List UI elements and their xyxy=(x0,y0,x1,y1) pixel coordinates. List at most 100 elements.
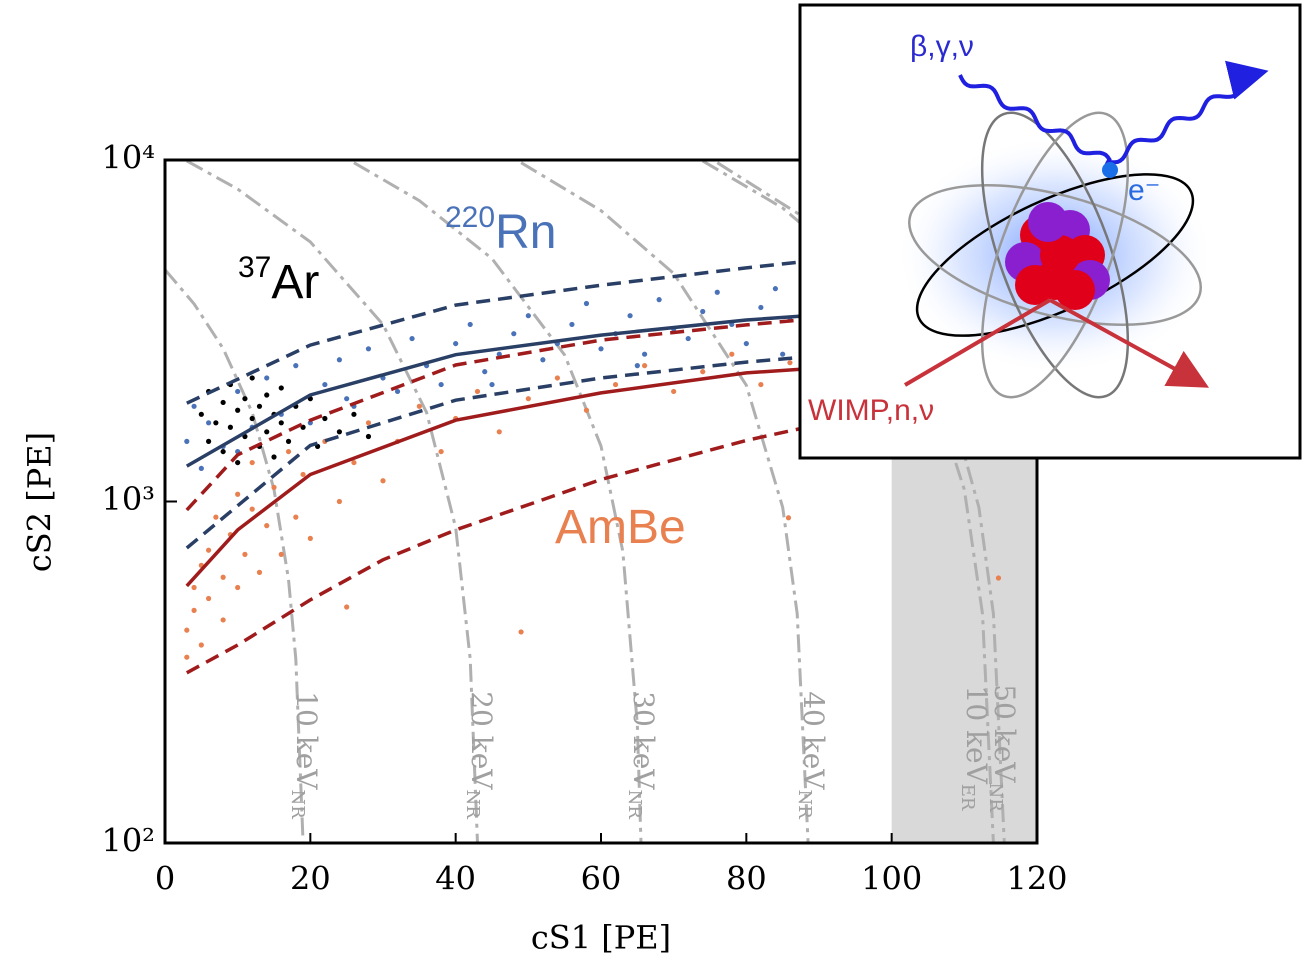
inset-label: β,γ,ν xyxy=(910,30,974,63)
data-point xyxy=(198,465,204,472)
data-point xyxy=(634,363,640,369)
data-point xyxy=(322,415,328,422)
x-tick-label: 60 xyxy=(581,860,622,898)
data-point xyxy=(518,629,524,635)
band-line xyxy=(186,258,820,405)
data-point xyxy=(235,388,241,395)
contour-label: 30 keVNR xyxy=(624,691,661,819)
data-point xyxy=(351,411,357,417)
contour-subscript: NR xyxy=(794,789,815,819)
data-point xyxy=(525,313,531,319)
data-point xyxy=(714,289,720,295)
x-tick-label: 20 xyxy=(290,860,331,898)
data-point xyxy=(656,297,662,303)
nucleon xyxy=(1055,270,1095,310)
axes: 0 20 40 60 80 100 120 10² 10³ 10⁴ xyxy=(101,139,1067,898)
data-point xyxy=(474,388,481,395)
contour-energy: 40 keV xyxy=(798,691,831,790)
data-point xyxy=(496,429,502,435)
data-point xyxy=(184,654,190,660)
y-axis-label: cS2 [PE] xyxy=(21,432,59,572)
data-point xyxy=(249,375,255,381)
data-point xyxy=(264,392,270,398)
data-point xyxy=(438,448,444,455)
data-point xyxy=(220,448,226,455)
data-point xyxy=(642,363,648,369)
data-point xyxy=(394,388,401,395)
data-point xyxy=(729,351,735,357)
data-point xyxy=(322,381,328,388)
contour-label: 50 keVNR xyxy=(985,684,1022,812)
x-tick-label: 100 xyxy=(861,860,922,898)
data-point xyxy=(264,429,270,435)
data-point xyxy=(554,375,561,381)
data-point xyxy=(365,420,372,426)
data-point xyxy=(184,627,190,633)
contour-label: 10 keVER xyxy=(957,686,994,811)
data-point xyxy=(249,506,255,512)
data-point xyxy=(256,569,263,575)
data-point xyxy=(278,551,284,557)
data-point xyxy=(642,351,648,357)
data-point xyxy=(365,433,372,440)
contour-subscript: NR xyxy=(287,789,308,819)
orbit xyxy=(908,183,1202,327)
data-point xyxy=(242,396,248,402)
x-tick-label: 0 xyxy=(155,860,175,898)
data-point xyxy=(785,515,792,521)
electron xyxy=(1102,162,1118,178)
data-point xyxy=(220,617,226,623)
data-point xyxy=(213,420,219,426)
data-point xyxy=(438,381,444,388)
data-point xyxy=(285,438,292,444)
series-label: 37Ar xyxy=(238,251,319,309)
nucleus xyxy=(1005,202,1110,310)
series-label-sup: 220 xyxy=(445,201,495,234)
data-point xyxy=(206,420,212,426)
data-point xyxy=(489,381,495,388)
data-point xyxy=(206,438,212,444)
data-point xyxy=(278,420,284,426)
data-point xyxy=(482,369,488,375)
band-line xyxy=(185,366,820,588)
recoil-track xyxy=(1049,298,1210,388)
data-point xyxy=(598,346,604,352)
energy-contour xyxy=(165,268,305,843)
data-point xyxy=(220,399,226,406)
data-point xyxy=(787,360,793,366)
contour-subscript: ER xyxy=(957,784,978,811)
contour-energy: 10 keV xyxy=(961,686,994,785)
x-tick-label: 120 xyxy=(1006,860,1067,898)
data-point xyxy=(198,642,204,648)
data-point xyxy=(249,415,255,422)
wavy-track xyxy=(958,60,1269,165)
data-point xyxy=(271,454,277,460)
data-point xyxy=(511,331,517,337)
series-label-name: Ar xyxy=(271,256,319,309)
inset-label: WIMP,n,ν xyxy=(808,394,934,427)
x-tick-label: 40 xyxy=(435,860,476,898)
data-point xyxy=(496,351,502,357)
band-line xyxy=(185,313,820,468)
series-label: 220Rn xyxy=(445,201,556,259)
nucleon xyxy=(1028,202,1068,242)
data-point xyxy=(293,514,299,520)
data-point xyxy=(271,484,277,490)
data-point xyxy=(583,300,590,307)
data-point xyxy=(700,308,706,315)
data-point xyxy=(184,438,190,444)
data-point xyxy=(235,407,241,413)
x-axis-label: cS1 [PE] xyxy=(531,919,671,957)
data-point xyxy=(627,313,633,319)
data-point xyxy=(344,604,350,610)
data-point xyxy=(191,584,197,591)
data-point xyxy=(206,595,212,602)
orbit xyxy=(980,111,1130,399)
contour-subscript: NR xyxy=(462,789,483,819)
data-point xyxy=(758,381,764,388)
contour-energy: 30 keV xyxy=(628,691,661,790)
band-line xyxy=(185,422,820,675)
data-point xyxy=(612,381,619,388)
inset-label: e⁻ xyxy=(1128,174,1161,207)
